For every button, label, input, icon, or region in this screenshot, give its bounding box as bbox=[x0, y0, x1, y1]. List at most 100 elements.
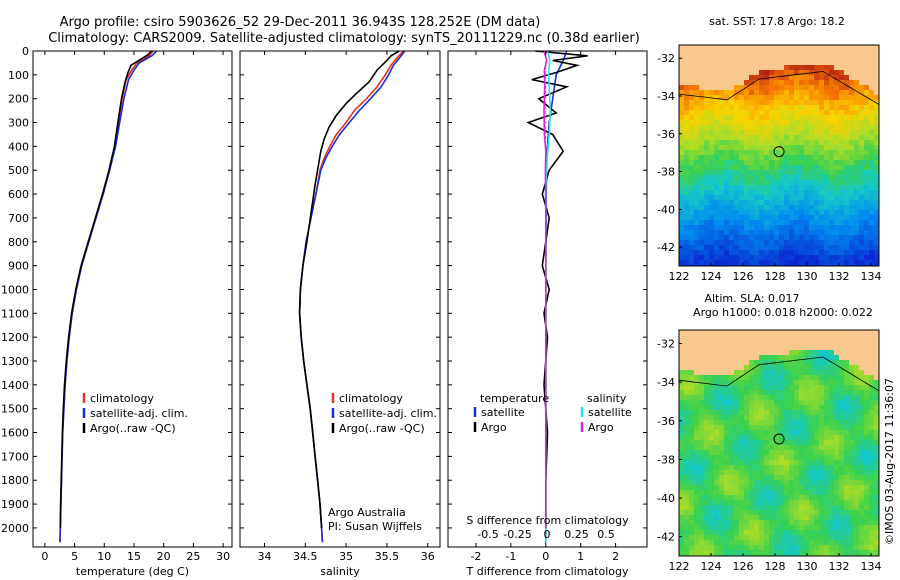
map-cell bbox=[719, 90, 725, 96]
map-cell bbox=[819, 340, 825, 346]
map-cell bbox=[834, 55, 840, 61]
map-cell bbox=[779, 190, 785, 196]
map-cell bbox=[814, 45, 820, 51]
x-tick-label: 130 bbox=[797, 270, 818, 283]
map-cell bbox=[679, 110, 685, 116]
map-cell bbox=[769, 435, 775, 441]
map-cell bbox=[684, 80, 690, 86]
map-cell bbox=[739, 165, 745, 171]
map-cell bbox=[829, 535, 835, 541]
map-cell bbox=[699, 455, 705, 461]
map-cell bbox=[864, 455, 870, 461]
map-cell bbox=[834, 345, 840, 351]
map-cell bbox=[854, 395, 860, 401]
map-cell bbox=[694, 405, 700, 411]
map-cell bbox=[714, 230, 720, 236]
map-cell bbox=[834, 215, 840, 221]
map-cell bbox=[854, 130, 860, 136]
map-cell bbox=[724, 410, 730, 416]
map-cell bbox=[724, 520, 730, 526]
map-cell bbox=[864, 210, 870, 216]
map-cell bbox=[859, 510, 865, 516]
map-cell bbox=[794, 505, 800, 511]
map-cell bbox=[704, 105, 710, 111]
map-cell bbox=[749, 435, 755, 441]
map-cell bbox=[744, 510, 750, 516]
map-cell bbox=[779, 550, 785, 556]
map-cell bbox=[679, 240, 685, 246]
map-cell bbox=[779, 355, 785, 361]
map-cell bbox=[749, 375, 755, 381]
map-cell bbox=[854, 435, 860, 441]
map-cell bbox=[754, 515, 760, 521]
map-cell bbox=[684, 435, 690, 441]
x-axis-label: T difference from climatology bbox=[466, 565, 629, 578]
map-cell bbox=[794, 260, 800, 266]
map-cell bbox=[859, 240, 865, 246]
map-cell bbox=[759, 375, 765, 381]
map-cell bbox=[679, 425, 685, 431]
map-cell bbox=[684, 200, 690, 206]
map-cell bbox=[819, 105, 825, 111]
map-cell bbox=[709, 150, 715, 156]
map-cell bbox=[839, 460, 845, 466]
map-cell bbox=[734, 375, 740, 381]
map-cell bbox=[744, 460, 750, 466]
map-cell bbox=[814, 345, 820, 351]
map-cell bbox=[759, 440, 765, 446]
map-cell bbox=[799, 355, 805, 361]
sla-map-title-1: Altim. SLA: 0.017 bbox=[704, 292, 799, 305]
map-cell bbox=[814, 335, 820, 341]
map-cell bbox=[839, 540, 845, 546]
map-cell bbox=[834, 195, 840, 201]
map-cell bbox=[834, 405, 840, 411]
map-cell bbox=[699, 475, 705, 481]
map-cell bbox=[814, 410, 820, 416]
map-cell bbox=[719, 85, 725, 91]
map-cell bbox=[684, 335, 690, 341]
map-cell bbox=[834, 360, 840, 366]
map-cell bbox=[744, 90, 750, 96]
map-cell bbox=[799, 455, 805, 461]
map-cell bbox=[684, 205, 690, 211]
map-cell bbox=[874, 360, 880, 366]
map-cell bbox=[759, 510, 765, 516]
map-cell bbox=[859, 545, 865, 551]
map-cell bbox=[859, 380, 865, 386]
map-cell bbox=[834, 60, 840, 66]
map-cell bbox=[814, 100, 820, 106]
map-cell bbox=[819, 135, 825, 141]
map-cell bbox=[874, 45, 880, 51]
map-cell bbox=[764, 470, 770, 476]
map-cell bbox=[754, 260, 760, 266]
map-cell bbox=[844, 110, 850, 116]
map-cell bbox=[789, 360, 795, 366]
map-cell bbox=[684, 545, 690, 551]
map-cell bbox=[724, 375, 730, 381]
map-cell bbox=[724, 425, 730, 431]
map-cell bbox=[774, 200, 780, 206]
map-cell bbox=[844, 505, 850, 511]
map-cell bbox=[729, 510, 735, 516]
map-cell bbox=[734, 130, 740, 136]
map-cell bbox=[729, 135, 735, 141]
map-cell bbox=[744, 365, 750, 371]
map-cell bbox=[714, 425, 720, 431]
map-cell bbox=[709, 235, 715, 241]
map-cell bbox=[859, 80, 865, 86]
map-cell bbox=[804, 225, 810, 231]
map-cell bbox=[704, 170, 710, 176]
map-cell bbox=[844, 535, 850, 541]
map-cell bbox=[834, 515, 840, 521]
map-cell bbox=[779, 500, 785, 506]
title-line-1: Argo profile: csiro 5903626_52 29-Dec-20… bbox=[60, 15, 541, 30]
map-cell bbox=[789, 150, 795, 156]
map-cell bbox=[799, 460, 805, 466]
map-cell bbox=[739, 335, 745, 341]
map-cell bbox=[729, 390, 735, 396]
map-cell bbox=[824, 180, 830, 186]
map-cell bbox=[769, 510, 775, 516]
map-cell bbox=[859, 180, 865, 186]
map-cell bbox=[719, 490, 725, 496]
map-cell bbox=[809, 350, 815, 356]
